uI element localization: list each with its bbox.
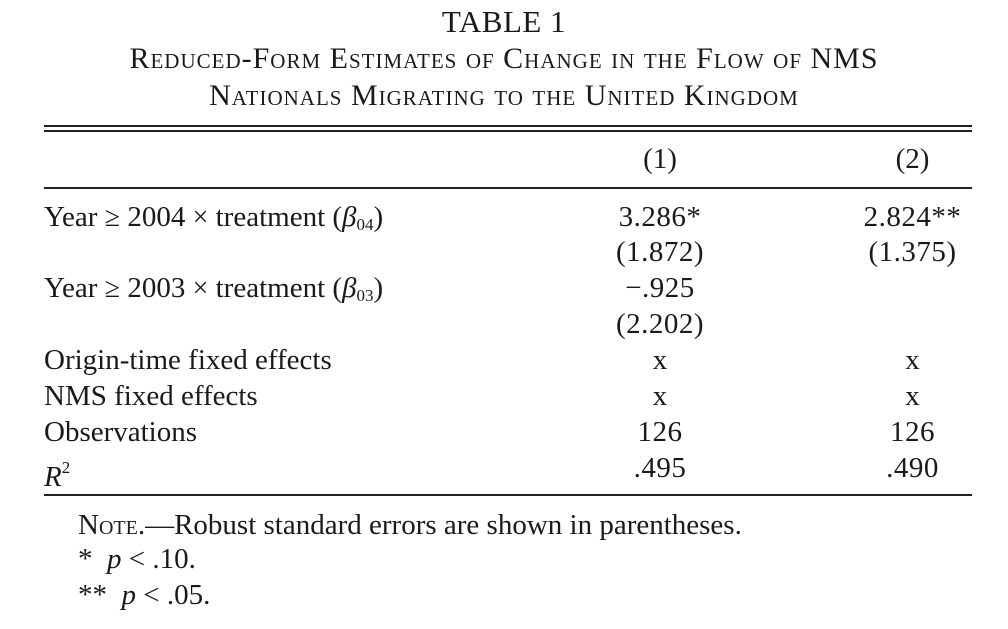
coef-2004-col2: 2.824**: [863, 201, 962, 233]
table-title-line-1: Reduced-Form Estimates of Change in the …: [129, 42, 879, 75]
se-2003-col1: (2.202): [615, 308, 705, 340]
row-label-nms-fe: NMS fixed effects: [44, 380, 258, 412]
row-label-origin-time-fe: Origin-time fixed effects: [44, 344, 332, 376]
significance-note-05: ** p < .05.: [78, 579, 211, 611]
row-label-year-2003: Year ≥ 2003 × treatment (β03): [44, 272, 384, 305]
top-rule-2: [44, 130, 972, 132]
se-2004-col2: (1.375): [868, 236, 957, 268]
row-label-observations: Observations: [44, 416, 198, 448]
row-label-r-squared: R2: [44, 458, 71, 493]
origin-time-fe-col1: x: [652, 344, 668, 376]
column-header-2: (2): [895, 143, 930, 175]
top-rule-1: [44, 125, 972, 127]
header-rule: [44, 187, 972, 189]
origin-time-fe-col2: x: [905, 344, 920, 376]
table-note: Note.—Robust standard errors are shown i…: [78, 509, 742, 541]
row-label-year-2004: Year ≥ 2004 × treatment (β04): [44, 201, 384, 234]
significance-note-10: * p < .10.: [78, 543, 196, 575]
table-title-line-2: Nationals Migrating to the United Kingdo…: [209, 79, 799, 112]
coef-2003-col1: −.925: [625, 272, 695, 304]
observations-col1: 126: [637, 416, 683, 448]
coef-2004-col1: 3.286*: [618, 201, 702, 233]
observations-col2: 126: [890, 416, 935, 448]
nms-fe-col2: x: [905, 380, 920, 412]
bottom-rule: [44, 494, 972, 496]
table-number: TABLE 1: [441, 4, 567, 39]
r-squared-col1: .495: [633, 452, 687, 484]
column-header-1: (1): [643, 143, 677, 175]
nms-fe-col1: x: [652, 380, 668, 412]
r-squared-col2: .490: [886, 452, 939, 484]
se-2004-col1: (1.872): [615, 236, 705, 268]
